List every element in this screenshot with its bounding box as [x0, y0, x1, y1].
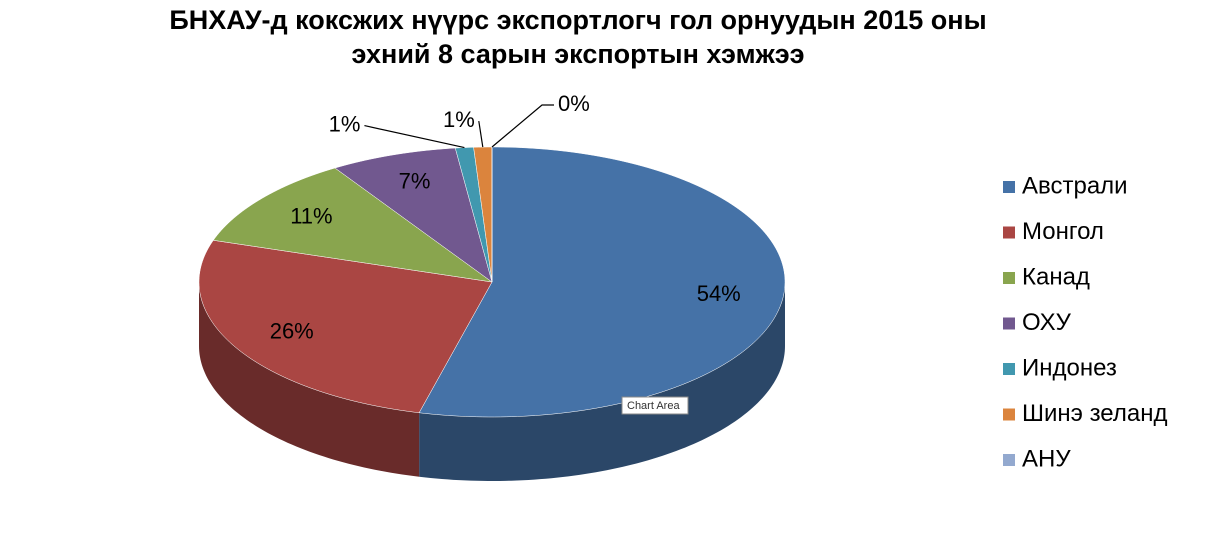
- data-label: 1%: [329, 111, 361, 136]
- legend-label: Австрали: [1022, 172, 1128, 199]
- legend-label: Индонез: [1022, 354, 1117, 381]
- data-label: 54%: [697, 281, 741, 306]
- data-label: 1%: [443, 107, 475, 132]
- legend-swatch: [1003, 181, 1015, 193]
- legend-swatch: [1003, 363, 1015, 375]
- slice: [212, 167, 493, 283]
- leader-line: [364, 125, 465, 149]
- slice: [334, 147, 493, 283]
- slice: [198, 240, 493, 414]
- tooltip: Chart Area: [627, 400, 680, 412]
- leader-line: [478, 120, 484, 148]
- legend-label: АНУ: [1022, 445, 1071, 472]
- legend-label: Шинэ зеланд: [1022, 400, 1167, 427]
- legend-label: Канад: [1022, 263, 1090, 290]
- legend-swatch: [1003, 408, 1015, 421]
- chart-title: БНХАУ-д коксжих нүүрс экспортлогч гол ор…: [169, 5, 986, 35]
- data-label: 0%: [558, 91, 590, 116]
- legend-label: Монгол: [1022, 218, 1104, 245]
- data-label: 26%: [270, 319, 314, 344]
- legend-swatch: [1003, 317, 1015, 330]
- data-label: 11%: [290, 203, 332, 228]
- tooltip-box: [621, 396, 689, 415]
- leader-line: [491, 104, 554, 148]
- slice: [418, 146, 786, 418]
- legend-swatch: [1003, 226, 1015, 239]
- data-label: 7%: [399, 169, 431, 194]
- slice-side: [199, 282, 420, 477]
- legend-swatch: [1003, 272, 1015, 284]
- legend-label: ОХУ: [1022, 309, 1072, 336]
- legend-swatch: [1003, 454, 1015, 466]
- chart-title: эхний 8 сарын экспортын хэмжээ: [351, 39, 804, 69]
- slice-side: [419, 282, 785, 481]
